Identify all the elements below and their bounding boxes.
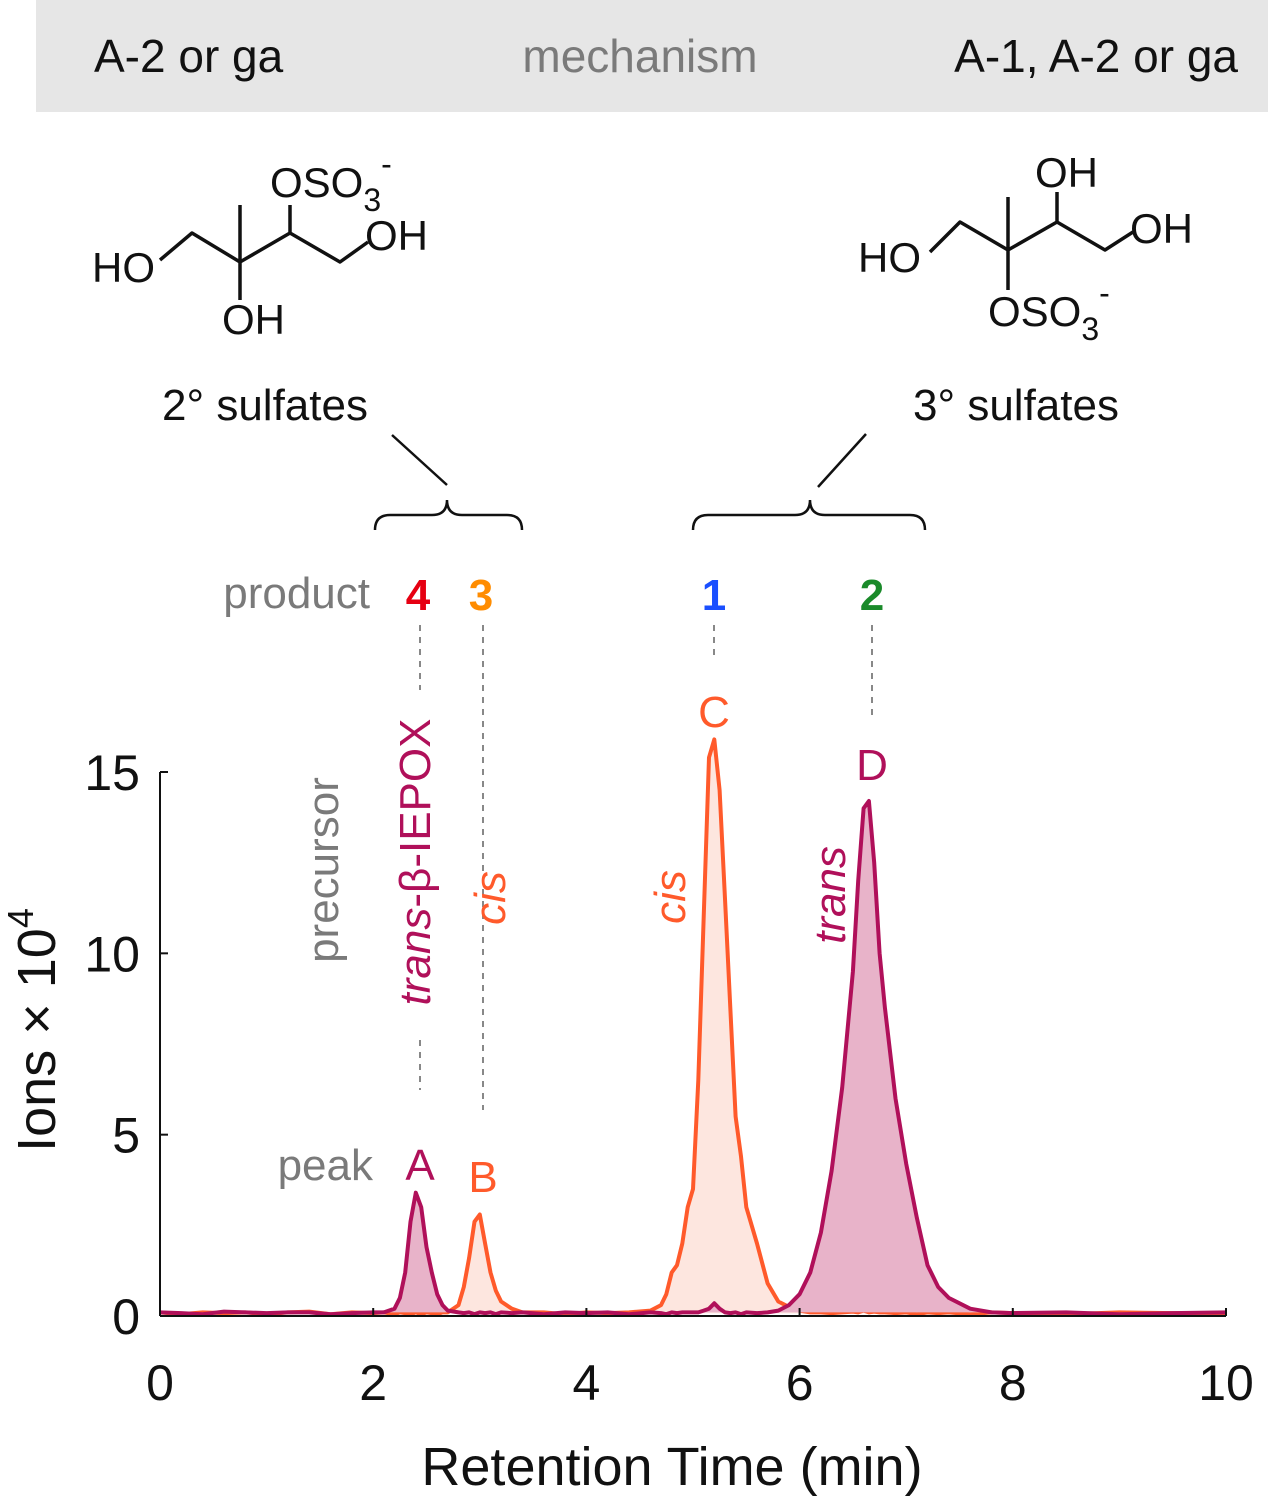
x-tick-label: 10 <box>1198 1355 1254 1411</box>
x-tick-label: 6 <box>786 1355 814 1411</box>
plot: 0 2 4 6 8 10 0 5 10 15 <box>84 737 1254 1411</box>
x-axis-label: Retention Time (min) <box>421 1437 922 1497</box>
structure-right: HO OH OH OSO3- <box>858 149 1193 347</box>
leader-lines <box>419 625 873 1110</box>
caption: 2° sulfates <box>162 381 368 430</box>
y-tick-label: 15 <box>84 745 140 801</box>
precursor: cis <box>646 870 695 924</box>
product-label: product <box>223 569 370 618</box>
bonds <box>928 192 1134 290</box>
x-tick-label: 2 <box>359 1355 387 1411</box>
peak-letter: A <box>405 1141 435 1190</box>
group: OH <box>1130 205 1193 252</box>
header-center: mechanism <box>522 30 757 82</box>
group: OH <box>365 212 428 259</box>
brace <box>691 433 927 531</box>
header-left: A-2 or ga <box>94 30 284 82</box>
group: HO <box>858 234 921 281</box>
y-axis-label: Ions × 104 <box>0 908 67 1152</box>
x-tick-label: 4 <box>572 1355 600 1411</box>
product-number: 3 <box>469 571 493 620</box>
precursor: trans-β-IEPOX <box>391 719 440 1006</box>
sulfate: OSO3- <box>988 275 1110 347</box>
precursor-label: precursor <box>299 777 348 963</box>
caption: 3° sulfates <box>913 381 1119 430</box>
group: OH <box>222 296 285 343</box>
header-right: A-1, A-2 or ga <box>954 30 1238 82</box>
x-tick-label: 0 <box>146 1355 174 1411</box>
y-tick-label: 10 <box>84 926 140 982</box>
header-band <box>36 0 1268 112</box>
group: HO <box>92 244 155 291</box>
peak-label: peak <box>278 1141 374 1190</box>
precursor: cis <box>466 871 515 925</box>
group: OH <box>1035 149 1098 196</box>
product-number: 4 <box>406 571 431 620</box>
peak-letter: D <box>856 741 888 790</box>
series-line <box>159 799 1227 1317</box>
peak-letter: B <box>468 1153 497 1202</box>
x-tick-label: 8 <box>999 1355 1027 1411</box>
y-tick-label: 5 <box>112 1108 140 1164</box>
y-tick-label: 0 <box>112 1289 140 1345</box>
peak-letter: C <box>698 688 730 737</box>
sulfate: OSO3- <box>270 146 392 218</box>
brace <box>373 434 524 531</box>
product-number: 2 <box>860 571 884 620</box>
precursor: trans <box>806 846 855 944</box>
bonds <box>158 205 370 300</box>
structure-left: HO OH OH OSO3- <box>92 146 428 343</box>
product-number: 1 <box>702 571 726 620</box>
